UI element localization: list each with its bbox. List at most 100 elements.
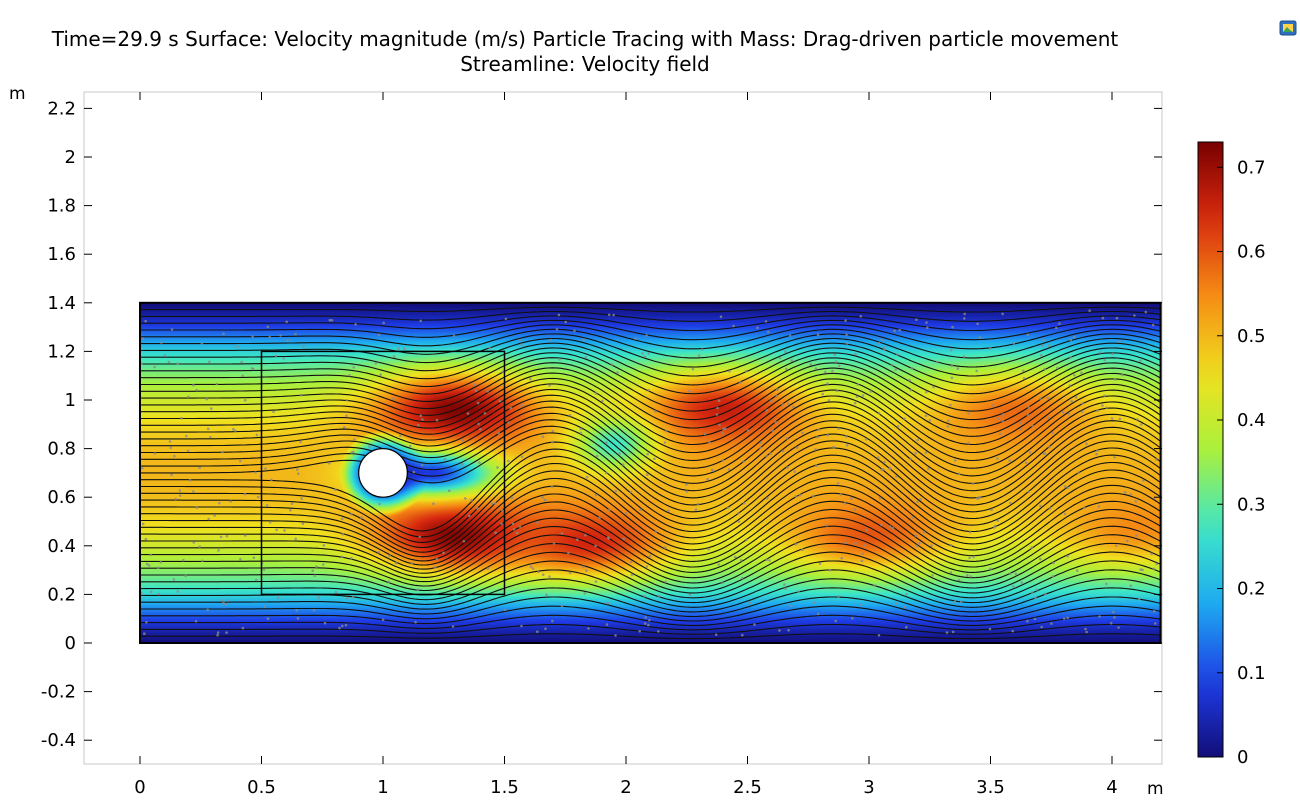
particle bbox=[195, 388, 198, 392]
particle bbox=[834, 619, 838, 623]
streamline bbox=[140, 362, 1161, 421]
y-tick-label: 0.6 bbox=[47, 487, 76, 508]
particle bbox=[930, 544, 933, 547]
particle bbox=[461, 439, 465, 442]
particle bbox=[1035, 588, 1038, 592]
particle bbox=[644, 616, 647, 619]
particle bbox=[224, 603, 228, 606]
particle bbox=[170, 328, 174, 331]
particle bbox=[967, 412, 970, 415]
particle bbox=[741, 633, 744, 637]
particle bbox=[931, 574, 934, 577]
particle bbox=[1043, 367, 1046, 371]
particle bbox=[392, 355, 396, 358]
particle bbox=[579, 427, 583, 431]
particle bbox=[956, 367, 960, 370]
streamline bbox=[140, 342, 1161, 386]
particle bbox=[664, 580, 667, 584]
particle bbox=[192, 541, 196, 544]
particle bbox=[518, 525, 522, 528]
particle bbox=[531, 567, 535, 570]
particle bbox=[1125, 539, 1129, 543]
particle bbox=[345, 414, 348, 418]
particle bbox=[645, 473, 649, 476]
particle bbox=[463, 497, 467, 500]
particle bbox=[691, 367, 695, 371]
particle bbox=[653, 457, 656, 461]
particle bbox=[703, 432, 707, 436]
particle bbox=[1039, 397, 1042, 400]
particle bbox=[297, 472, 300, 476]
particle bbox=[771, 429, 775, 433]
particle bbox=[208, 360, 211, 364]
streamline bbox=[140, 633, 1161, 640]
streamline bbox=[140, 623, 1161, 635]
particle bbox=[1031, 424, 1034, 428]
particle bbox=[550, 485, 554, 489]
particle bbox=[582, 565, 585, 569]
particle bbox=[243, 399, 247, 402]
particle bbox=[1085, 630, 1088, 634]
particle bbox=[500, 508, 504, 512]
particle bbox=[843, 502, 847, 505]
particle bbox=[888, 467, 892, 471]
particle bbox=[520, 455, 524, 459]
particle bbox=[486, 389, 489, 393]
particle bbox=[583, 592, 586, 595]
particle bbox=[1118, 417, 1122, 421]
particle bbox=[606, 601, 609, 605]
particle bbox=[685, 483, 688, 486]
streamline bbox=[140, 440, 1161, 532]
particle bbox=[998, 432, 1002, 436]
particle bbox=[1026, 333, 1030, 337]
streamline bbox=[140, 587, 1161, 618]
colorbar-tick-label: 0.5 bbox=[1237, 326, 1266, 347]
particle bbox=[714, 633, 718, 636]
particle bbox=[880, 523, 883, 527]
particle bbox=[1027, 490, 1030, 494]
particle bbox=[667, 509, 670, 512]
particle bbox=[1026, 619, 1029, 623]
particle bbox=[975, 369, 978, 373]
particle bbox=[815, 464, 818, 468]
particle bbox=[587, 627, 590, 630]
streamline bbox=[140, 419, 1161, 499]
particle bbox=[477, 422, 480, 426]
particle bbox=[896, 353, 899, 356]
particle bbox=[498, 399, 502, 403]
particle bbox=[1048, 507, 1052, 510]
particle bbox=[949, 544, 953, 547]
particle bbox=[654, 530, 658, 534]
particle bbox=[1097, 505, 1101, 508]
particle bbox=[551, 440, 554, 444]
x-tick-label: 2.5 bbox=[733, 777, 762, 798]
particle bbox=[213, 514, 216, 517]
particle bbox=[877, 411, 881, 415]
particle bbox=[721, 581, 725, 585]
image-export-icon[interactable] bbox=[1278, 18, 1298, 38]
particle bbox=[758, 446, 762, 449]
particle bbox=[272, 410, 275, 414]
particle bbox=[844, 541, 847, 545]
particle bbox=[706, 477, 709, 481]
particle bbox=[947, 419, 950, 423]
x-tick-label: 0 bbox=[134, 777, 145, 798]
particle bbox=[350, 451, 354, 454]
particle bbox=[541, 435, 545, 439]
y-tick-label: 1.6 bbox=[47, 244, 76, 265]
particle bbox=[1048, 344, 1051, 348]
particle bbox=[544, 627, 547, 630]
particle bbox=[951, 630, 955, 634]
particle bbox=[728, 370, 731, 373]
particle bbox=[783, 583, 786, 586]
particle bbox=[344, 623, 348, 627]
particle bbox=[663, 441, 667, 444]
particle bbox=[507, 421, 511, 424]
particle bbox=[143, 632, 146, 635]
x-tick-label: 0.5 bbox=[247, 777, 276, 798]
particle bbox=[543, 498, 547, 502]
particle bbox=[792, 405, 795, 409]
particle bbox=[594, 580, 598, 583]
particle bbox=[585, 475, 589, 479]
particle bbox=[283, 529, 286, 532]
